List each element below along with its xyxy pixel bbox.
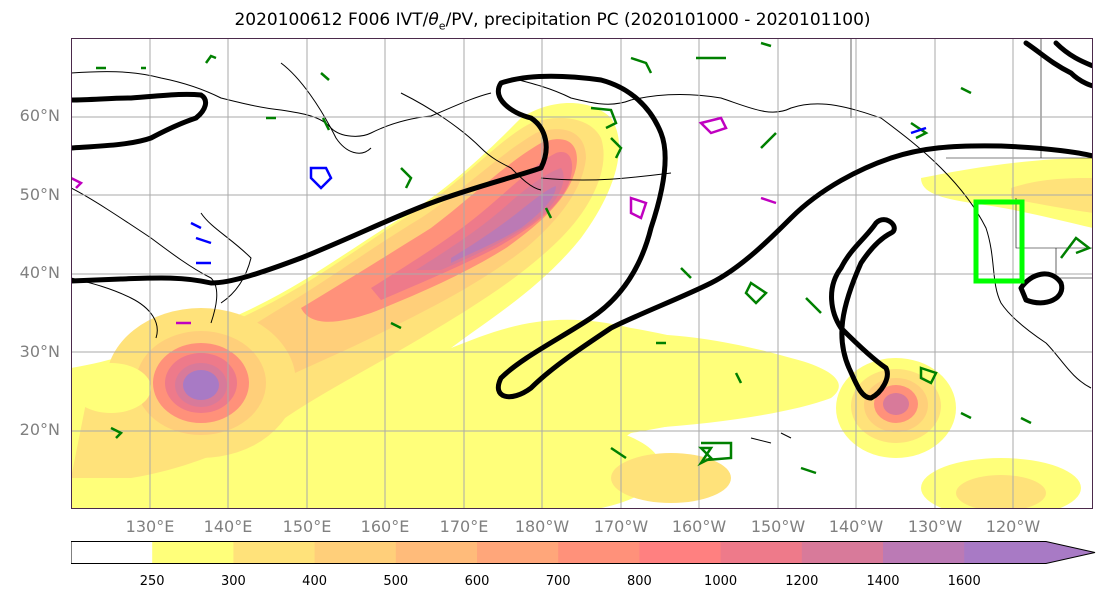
colorbar-tick-label: 500 bbox=[383, 574, 409, 589]
colorbar-tick-label: 300 bbox=[220, 574, 246, 589]
lon-label-140e: 140°E bbox=[203, 517, 253, 536]
highlight-box bbox=[973, 199, 1025, 284]
colorbar bbox=[70, 541, 1097, 569]
lon-label-180w: 180°W bbox=[514, 517, 570, 536]
lon-label-130w: 130°W bbox=[907, 517, 963, 536]
colorbar-tick-label: 1000 bbox=[704, 574, 738, 589]
colorbar-tick-label: 600 bbox=[464, 574, 490, 589]
ivt-filled-contours bbox=[71, 103, 1093, 509]
colorbar-outline bbox=[70, 541, 1096, 564]
lon-label-140w: 140°W bbox=[828, 517, 884, 536]
lon-label-150w: 150°W bbox=[750, 517, 806, 536]
colorbar-swatch bbox=[720, 541, 803, 564]
colorbar-swatch bbox=[558, 541, 640, 564]
colorbar-tick-label: 1200 bbox=[785, 574, 819, 589]
colorbar-swatch bbox=[477, 541, 559, 564]
colorbar-tick-label: 400 bbox=[302, 574, 327, 589]
lon-label-150e: 150°E bbox=[282, 517, 332, 536]
lon-label-170w: 170°W bbox=[593, 517, 649, 536]
colorbar-swatch bbox=[233, 541, 316, 564]
colorbar-tick-label: 1600 bbox=[947, 574, 981, 589]
lat-label-60: 60°N bbox=[19, 106, 60, 125]
coastlines bbox=[71, 62, 1092, 444]
colorbar-swatch bbox=[801, 541, 884, 564]
lon-label-160w: 160°W bbox=[671, 517, 727, 536]
colorbar-swatches bbox=[71, 541, 1095, 564]
lat-label-50: 50°N bbox=[19, 185, 60, 204]
colorbar-swatch bbox=[964, 541, 1095, 564]
colorbar-swatch bbox=[639, 541, 722, 564]
lon-label-130e: 130°E bbox=[125, 517, 175, 536]
colorbar-tick-label: 700 bbox=[545, 574, 571, 589]
colorbar-swatch bbox=[883, 541, 965, 564]
lon-label-170e: 170°E bbox=[439, 517, 489, 536]
lat-label-20: 20°N bbox=[19, 420, 60, 439]
grid-lines bbox=[71, 38, 1093, 509]
colorbar-tick-label: 1400 bbox=[866, 574, 900, 589]
colorbar-tick-label: 800 bbox=[626, 574, 652, 589]
colorbar-swatch bbox=[395, 541, 478, 564]
figure-title: 2020100612 F006 IVT/θe/PV, precipitation… bbox=[234, 10, 871, 33]
lon-label-160e: 160°E bbox=[360, 517, 410, 536]
colorbar-swatch bbox=[152, 541, 234, 564]
lat-label-30: 30°N bbox=[19, 342, 60, 361]
lon-label-120w: 120°W bbox=[985, 517, 1041, 536]
colorbar-swatch bbox=[71, 541, 153, 564]
colorbar-tick-label: 250 bbox=[139, 574, 165, 589]
theta-e-contours bbox=[71, 40, 1093, 401]
colorbar-swatch bbox=[314, 541, 397, 564]
lat-label-40: 40°N bbox=[19, 263, 60, 282]
map-panel[interactable] bbox=[71, 38, 1093, 509]
pv-contours bbox=[71, 41, 1092, 475]
